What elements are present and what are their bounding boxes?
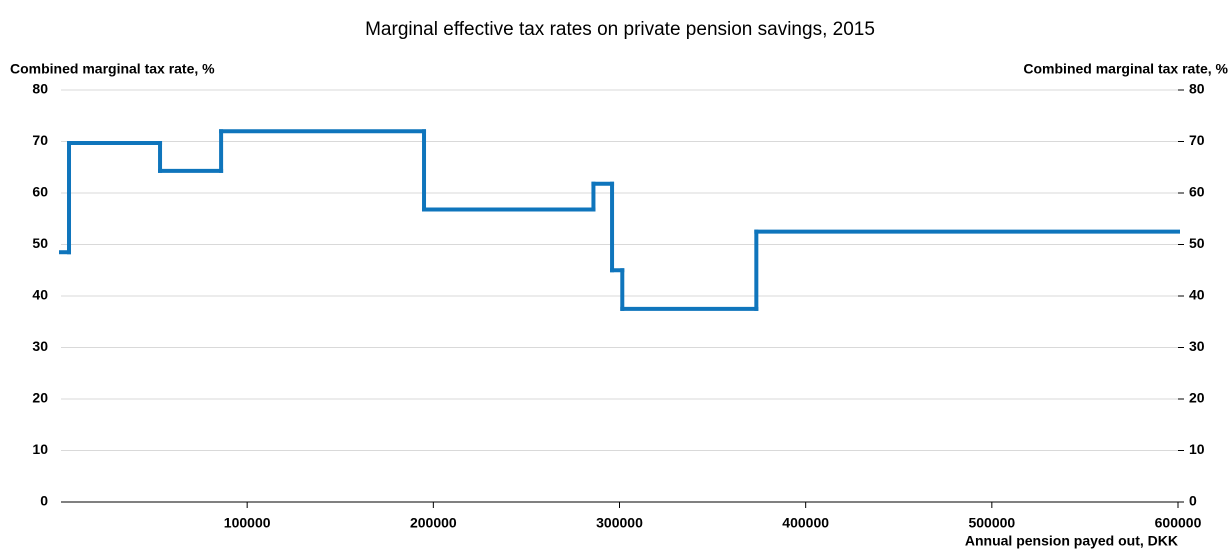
x-tick-label: 400000 <box>782 515 829 531</box>
x-tick-label: 200000 <box>410 515 457 531</box>
x-tick-label: 100000 <box>224 515 271 531</box>
y2-tick-label: 40 <box>1189 287 1205 303</box>
x-tick-label: 300000 <box>596 515 643 531</box>
y2-tick-label: 10 <box>1189 441 1205 457</box>
y2-tick-label: 0 <box>1189 493 1197 509</box>
y-tick-label: 30 <box>32 338 48 354</box>
y2-tick-label: 70 <box>1189 132 1205 148</box>
y-tick-label: 60 <box>32 184 48 200</box>
x-tick-label: 600000 <box>1155 515 1202 531</box>
y2-tick-label: 80 <box>1189 81 1205 97</box>
x-tick-label: 500000 <box>968 515 1015 531</box>
y-tick-label: 20 <box>32 390 48 406</box>
y2-tick-label: 30 <box>1189 338 1205 354</box>
y-tick-label: 10 <box>32 441 48 457</box>
chart-title: Marginal effective tax rates on private … <box>365 19 875 40</box>
y-axis-label: Combined marginal tax rate, % <box>10 61 215 77</box>
y-tick-label: 0 <box>40 493 48 509</box>
y2-axis-label: Combined marginal tax rate, % <box>1023 61 1228 77</box>
y2-tick-label: 60 <box>1189 184 1205 200</box>
y-tick-label: 40 <box>32 287 48 303</box>
y2-tick-label: 50 <box>1189 235 1205 251</box>
y-tick-label: 50 <box>32 235 48 251</box>
y2-tick-label: 20 <box>1189 390 1205 406</box>
y-tick-label: 80 <box>32 81 48 97</box>
x-axis-label: Annual pension payed out, DKK <box>965 533 1178 549</box>
y-tick-label: 70 <box>32 132 48 148</box>
